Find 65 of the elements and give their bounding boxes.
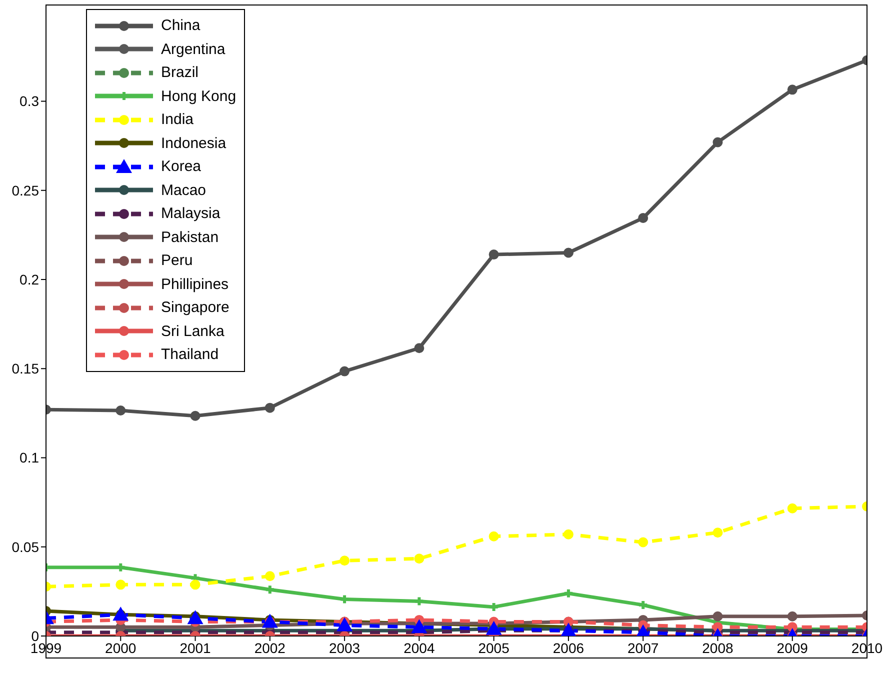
legend-label: Argentina [161,40,226,58]
legend-label: Peru [161,252,193,270]
y-tick-label: 0.2 [20,271,40,288]
legend-label: Pakistan [161,228,219,246]
x-tick-label: 2007 [628,640,659,656]
point [787,84,798,95]
point [488,531,499,542]
point [187,610,204,624]
point [563,529,574,540]
x-tick-label: 2002 [254,640,286,656]
legend-label: Malaysia [161,205,220,222]
point [264,571,275,582]
x-tick-label: 2000 [105,640,136,656]
point [190,580,200,590]
point [262,614,278,628]
point [488,250,499,260]
legend-label: Brazil [161,64,199,82]
x-tick-label: 2003 [328,640,360,656]
point [112,606,129,621]
legend-label: Korea [161,158,202,176]
point [712,137,723,148]
point [787,503,798,514]
point [712,611,723,622]
point [116,406,126,416]
point [411,619,428,634]
point [563,248,574,258]
point [116,580,126,590]
point [638,213,648,224]
point [638,537,648,548]
legend-label: China [161,17,200,34]
x-tick-label: 2004 [404,640,435,656]
point [414,554,424,564]
point [336,617,353,632]
legend-label: Singapore [161,299,230,316]
legend-label: India [161,111,194,128]
point [414,343,424,354]
point [414,596,425,607]
legend-label: Thailand [161,346,219,364]
x-tick-label: 2006 [552,640,584,656]
point [486,620,502,635]
point [340,556,350,566]
y-tick-label: 0.25 [12,182,40,198]
y-tick-label: 0 [31,628,40,644]
x-tick-label: 2005 [478,640,510,656]
x-tick-label: 2009 [776,640,808,656]
y-tick-label: 0.1 [20,450,40,466]
legend-label: Macao [161,182,206,199]
point [264,402,275,413]
y-tick-label: 0.05 [12,538,40,555]
point [562,588,574,599]
x-tick-label: 2001 [180,640,212,656]
y-tick-label: 0.3 [20,93,40,110]
point [340,366,350,376]
x-tick-label: 2008 [702,640,734,656]
point [560,622,576,636]
legend-label: Phillipines [161,276,229,293]
y-tick-label: 0.15 [12,360,40,377]
legend-label: Sri Lanka [161,322,224,340]
point [712,528,723,538]
legend-label: Hong Kong [161,88,236,105]
point [115,562,126,573]
point [264,584,276,596]
legend-label: Indonesia [161,134,226,152]
point [787,611,798,622]
point [190,410,200,421]
